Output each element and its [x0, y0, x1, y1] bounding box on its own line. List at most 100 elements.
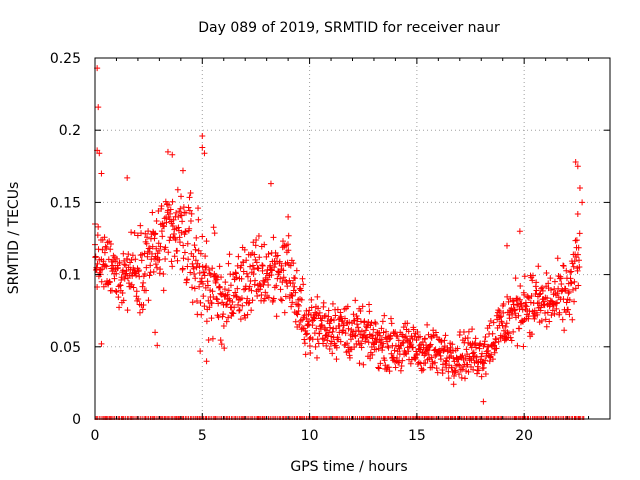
data-point [418, 367, 425, 374]
data-point [289, 280, 296, 287]
data-point [482, 357, 489, 364]
data-point [422, 350, 429, 357]
data-point [143, 240, 150, 247]
data-point [254, 264, 261, 271]
data-point [202, 253, 209, 260]
data-point [119, 290, 126, 297]
data-point [544, 295, 551, 302]
data-point [140, 279, 147, 286]
data-point [325, 313, 332, 320]
data-point [135, 295, 142, 302]
data-point [237, 316, 244, 323]
data-point [392, 364, 399, 371]
data-point [443, 364, 450, 371]
data-point [210, 293, 217, 300]
data-point [558, 281, 565, 288]
data-point [149, 250, 156, 257]
outlier-point [164, 148, 171, 155]
data-point [313, 354, 320, 361]
data-point [521, 273, 528, 280]
outlier-point [572, 158, 579, 165]
data-point [267, 266, 274, 273]
data-point [97, 266, 104, 273]
data-point [201, 303, 208, 310]
data-point [332, 312, 339, 319]
data-point [426, 342, 433, 349]
data-point [565, 290, 572, 297]
data-point [216, 284, 223, 291]
data-point [514, 302, 521, 309]
x-tick-label: 20 [515, 428, 533, 444]
data-point [246, 299, 253, 306]
data-point [399, 340, 406, 347]
data-point [515, 312, 522, 319]
data-point [195, 205, 202, 212]
data-point [358, 328, 365, 335]
data-point [359, 303, 366, 310]
data-point [497, 314, 504, 321]
data-point [135, 267, 142, 274]
data-point [316, 330, 323, 337]
data-point [280, 267, 287, 274]
data-point [235, 253, 242, 260]
data-point [527, 299, 534, 306]
data-point [571, 298, 578, 305]
data-point [301, 312, 308, 319]
data-point [295, 307, 302, 314]
data-point [255, 265, 262, 272]
data-point [326, 346, 333, 353]
data-point [388, 350, 395, 357]
data-point [437, 356, 444, 363]
data-point [159, 222, 166, 229]
data-point [218, 274, 225, 281]
data-point [472, 335, 479, 342]
data-point [230, 310, 237, 317]
data-point [103, 263, 110, 270]
data-point [414, 328, 421, 335]
data-point [482, 370, 489, 377]
data-point [134, 232, 141, 239]
data-point [481, 360, 488, 367]
data-point [270, 234, 277, 241]
data-point [276, 258, 283, 265]
data-point [242, 314, 249, 321]
data-point [165, 249, 172, 256]
data-point [210, 224, 217, 231]
data-point [553, 305, 560, 312]
data-point [345, 325, 352, 332]
outlier-point [197, 348, 204, 355]
data-point [124, 256, 131, 263]
data-point [489, 356, 496, 363]
data-point [226, 251, 233, 258]
data-point [167, 210, 174, 217]
data-point [265, 281, 272, 288]
data-point [239, 302, 246, 309]
data-point [400, 339, 407, 346]
data-point [225, 260, 232, 267]
data-point [326, 320, 333, 327]
data-point [351, 344, 358, 351]
data-point [412, 356, 419, 363]
data-point [303, 307, 310, 314]
data-point [460, 363, 467, 370]
data-point [469, 326, 476, 333]
data-point [259, 262, 266, 269]
data-point [512, 310, 519, 317]
data-point [491, 349, 498, 356]
data-point [344, 303, 351, 310]
data-point [225, 314, 232, 321]
data-point [556, 309, 563, 316]
x-tick-label: 10 [301, 428, 319, 444]
data-point [548, 312, 555, 319]
data-point [238, 275, 245, 282]
data-point [190, 265, 197, 272]
data-point [439, 370, 446, 377]
data-point [105, 279, 112, 286]
data-point [186, 194, 193, 201]
data-point [197, 250, 204, 257]
data-point [365, 339, 372, 346]
data-point [424, 321, 431, 328]
data-point [500, 327, 507, 334]
data-point [554, 299, 561, 306]
